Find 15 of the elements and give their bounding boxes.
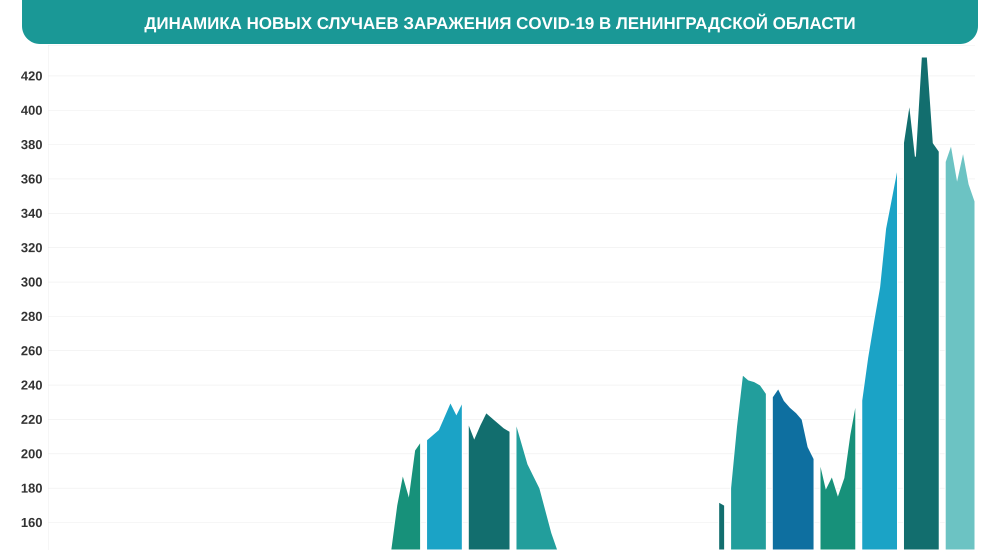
y-tick-label: 320 (21, 243, 42, 252)
y-tick-label: 420 (21, 71, 42, 80)
y-tick-label: 400 (21, 106, 42, 115)
y-tick-label: 280 (21, 312, 42, 321)
y-tick-label: 160 (22, 518, 42, 528)
y-tick-label: 180 (22, 484, 42, 493)
y-tick-label: 380 (21, 140, 42, 150)
y-tick-label: 260 (21, 346, 42, 356)
y-tick-label: 360 (21, 174, 42, 184)
chart-title: ДИНАМИКА НОВЫХ СЛУЧАЕВ ЗАРАЖЕНИЯ COVID-19 В ЛЕНИНГРАДСКОЙ ОБЛАСТИ (144, 14, 855, 32)
y-tick-label: 220 (21, 414, 42, 424)
y-tick-label: 200 (21, 449, 42, 458)
y-tick-label: 340 (21, 208, 42, 218)
y-tick-label: 300 (21, 277, 42, 287)
y-tick-label: 240 (21, 380, 42, 390)
